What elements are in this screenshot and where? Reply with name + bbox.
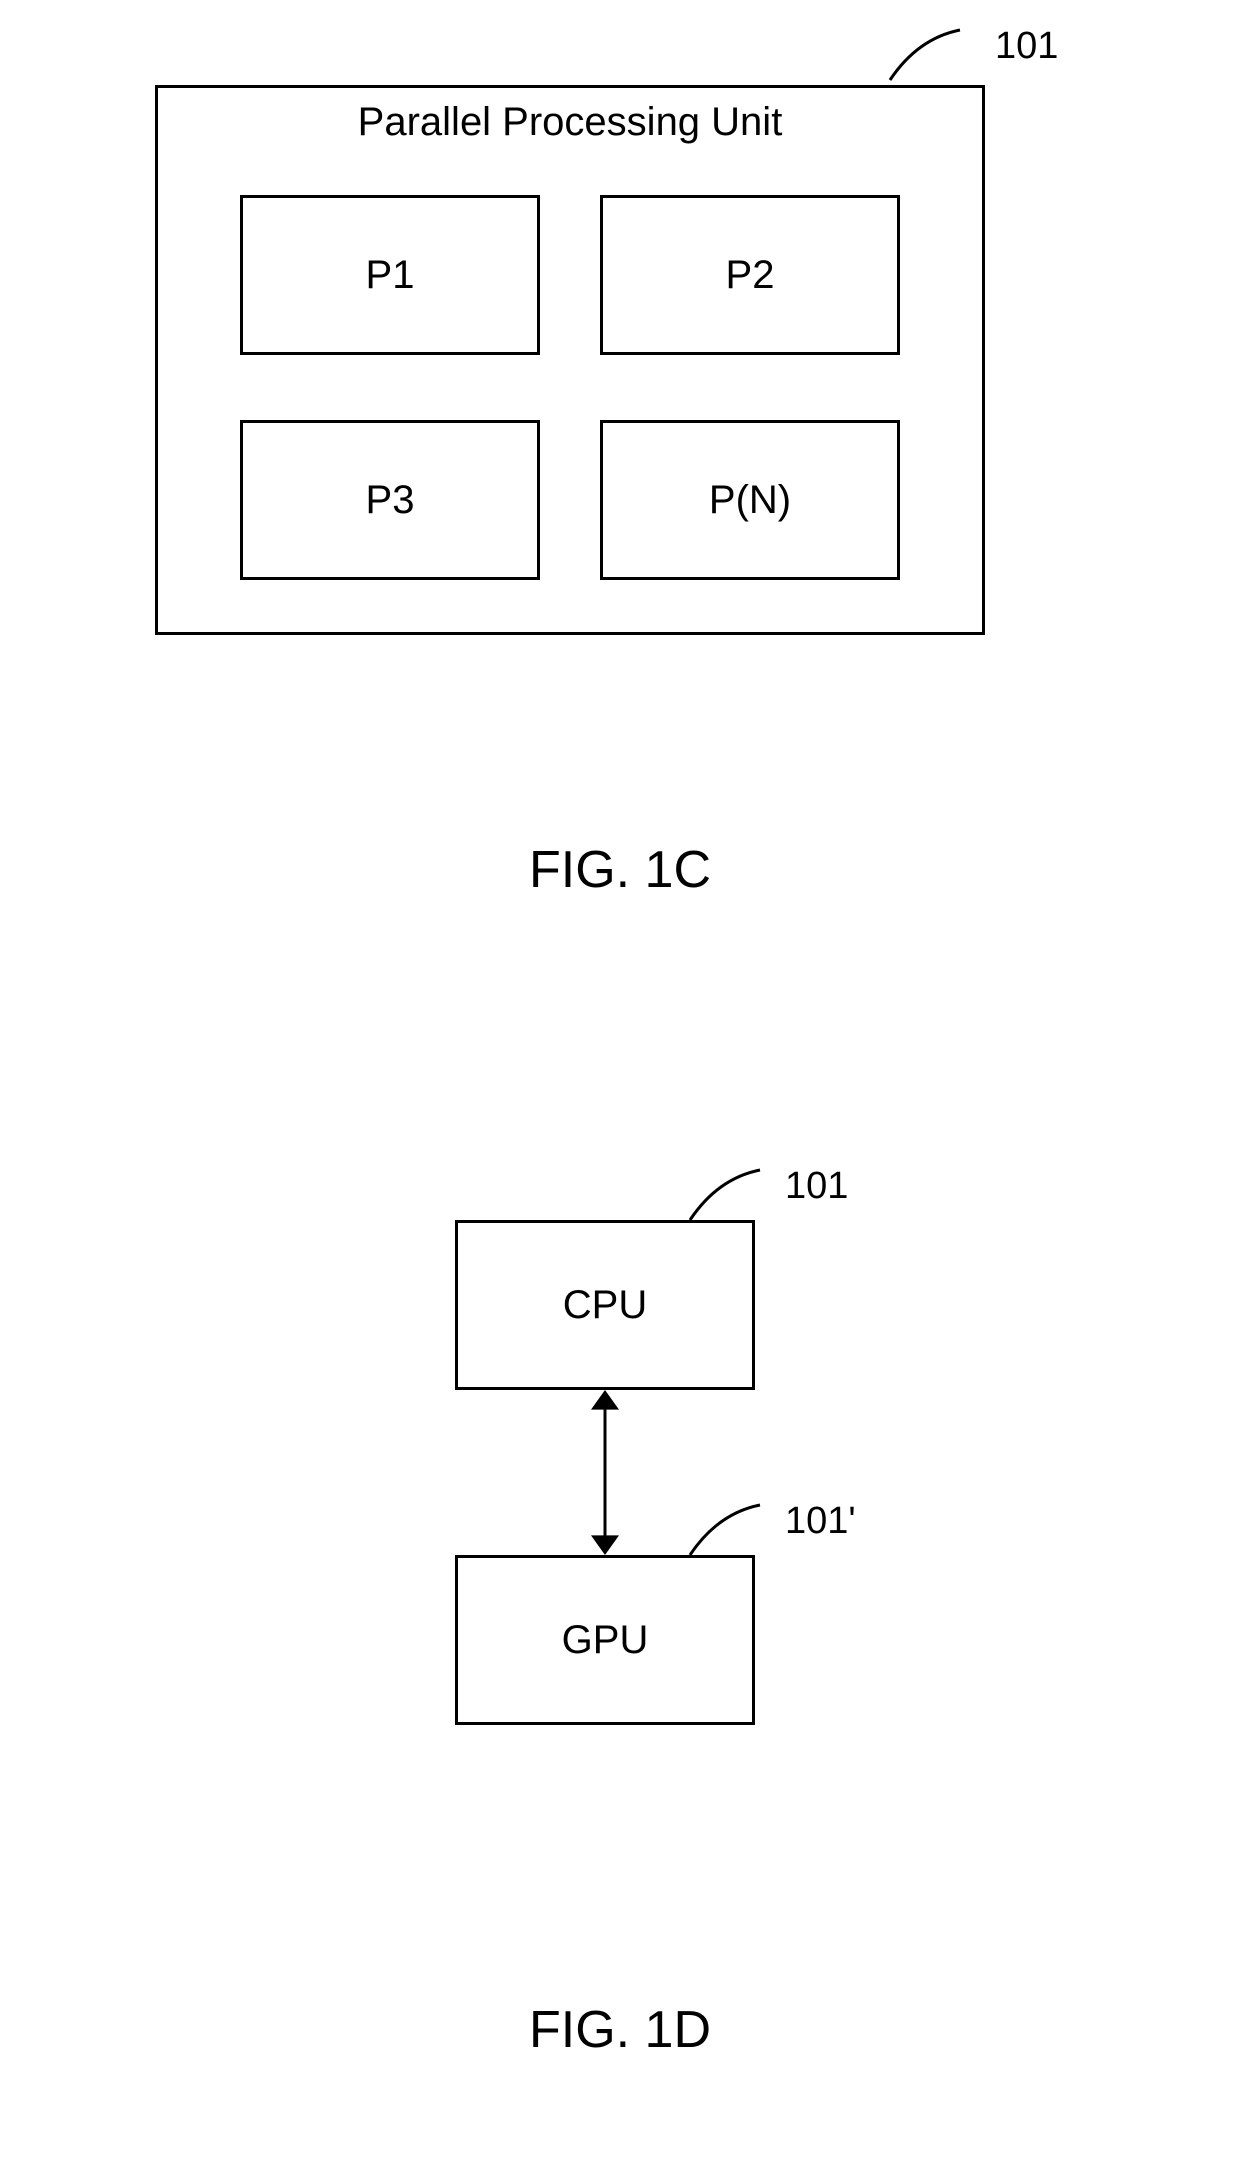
processor-pn: P(N) [600,420,900,580]
gpu-box: GPU [455,1555,755,1725]
ppu-ref-label: 101 [995,25,1058,68]
figure-caption-1d: FIG. 1D [0,2000,1240,2060]
processor-label: P(N) [709,478,791,523]
ppu-ref-leader [890,30,990,90]
gpu-ref-leader [690,1505,790,1565]
figure-caption-1c: FIG. 1C [0,840,1240,900]
processor-label: P1 [366,253,415,298]
cpu-ref-label: 101 [785,1165,848,1208]
ppu-title: Parallel Processing Unit [358,100,783,145]
processor-label: P2 [726,253,775,298]
cpu-ref-leader [690,1170,790,1230]
cpu-label: CPU [563,1283,647,1328]
processor-p2: P2 [600,195,900,355]
cpu-gpu-arrow-icon [591,1390,619,1555]
gpu-ref-label: 101' [785,1500,856,1543]
processor-p1: P1 [240,195,540,355]
processor-p3: P3 [240,420,540,580]
gpu-label: GPU [562,1618,649,1663]
cpu-box: CPU [455,1220,755,1390]
processor-label: P3 [366,478,415,523]
page: Parallel Processing Unit 101 P1 P2 P3 P(… [0,0,1240,2175]
